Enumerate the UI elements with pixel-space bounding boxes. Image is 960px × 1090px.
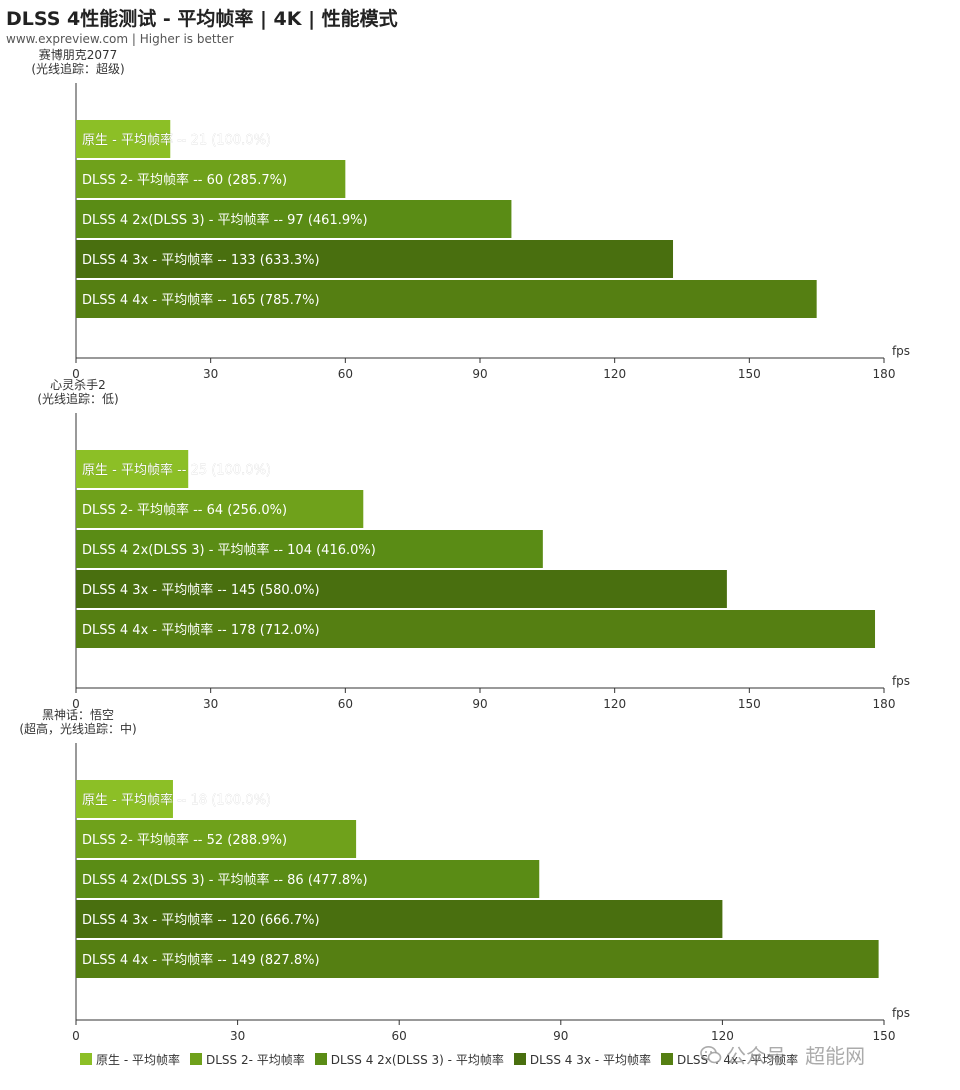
bar-label: 原生 - 平均帧率 -- 21 (100.0%) — [82, 132, 271, 148]
bar — [76, 900, 723, 938]
x-tick-label: 30 — [203, 367, 218, 381]
bar — [76, 240, 674, 278]
bar — [76, 530, 543, 568]
legend-swatch — [80, 1053, 92, 1065]
legend-item: DLSS 2- 平均帧率 — [189, 1051, 305, 1068]
bar-label: DLSS 4 3x - 平均帧率 -- 120 (666.7%) — [82, 912, 320, 928]
x-tick-label: 180 — [873, 367, 896, 381]
bar — [76, 490, 364, 528]
x-axis-label: fps — [892, 1006, 910, 1020]
x-tick-label: 120 — [603, 367, 626, 381]
bar-label: 原生 - 平均帧率 -- 25 (100.0%) — [82, 462, 271, 478]
x-tick-label: 120 — [603, 697, 626, 711]
legend-swatch — [660, 1053, 673, 1065]
x-tick-label: 90 — [472, 367, 487, 381]
bar-label: DLSS 4 2x(DLSS 3) - 平均帧率 -- 86 (477.8%) — [82, 872, 368, 888]
game-label: 黑神话：悟空 — [42, 707, 114, 722]
bar — [76, 200, 512, 238]
x-tick-label: 120 — [711, 1029, 734, 1043]
x-tick-label: 150 — [738, 697, 761, 711]
setting-label: (光线追踪：低) — [37, 391, 118, 406]
legend-label: DLSS 4 4x - 平均帧率 — [676, 1052, 799, 1067]
bar-label: DLSS 2- 平均帧率 -- 52 (288.9%) — [82, 832, 287, 848]
legend-label: DLSS 4 2x(DLSS 3) - 平均帧率 — [330, 1052, 504, 1067]
bar-label: DLSS 4 4x - 平均帧率 -- 178 (712.0%) — [82, 622, 320, 638]
legend-label: 原生 - 平均帧率 — [96, 1052, 180, 1067]
bar-label: DLSS 2- 平均帧率 -- 64 (256.0%) — [82, 502, 287, 518]
bar — [76, 450, 189, 488]
legend-item: DLSS 4 4x - 平均帧率 — [660, 1051, 799, 1068]
x-axis-label: fps — [892, 344, 910, 358]
x-axis-label: fps — [892, 674, 910, 688]
x-tick-label: 0 — [72, 1029, 80, 1043]
bar — [76, 610, 876, 648]
game-label: 赛博朋克2077 — [39, 47, 118, 62]
x-tick-label: 0 — [72, 697, 80, 711]
x-tick-label: 180 — [873, 697, 896, 711]
x-tick-label: 90 — [472, 697, 487, 711]
bar — [76, 160, 346, 198]
watermark: 公众号 · 超能网 — [700, 1040, 865, 1069]
legend-label: DLSS 4 3x - 平均帧率 — [529, 1052, 651, 1067]
game-label: 心灵杀手2 — [50, 377, 106, 392]
bar-label: 原生 - 平均帧率 -- 18 (100.0%) — [82, 792, 271, 808]
bar-label: DLSS 4 3x - 平均帧率 -- 133 (633.3%) — [82, 252, 320, 268]
x-tick-label: 60 — [338, 697, 353, 711]
x-tick-label: 60 — [392, 1029, 407, 1043]
bar — [76, 860, 540, 898]
bar — [76, 570, 727, 608]
x-tick-label: 0 — [72, 367, 80, 381]
chart-title: DLSS 4性能测试 - 平均帧率 | 4K | 性能模式 — [6, 8, 398, 30]
legend-swatch — [314, 1053, 327, 1065]
bar — [76, 120, 171, 158]
x-tick-label: 150 — [873, 1029, 896, 1043]
legend-item: 原生 - 平均帧率 — [80, 1051, 180, 1068]
bar — [76, 280, 817, 318]
legend-item: DLSS 4 2x(DLSS 3) - 平均帧率 — [314, 1051, 504, 1068]
bar-label: DLSS 4 4x - 平均帧率 -- 149 (827.8%) — [82, 952, 320, 968]
x-tick-label: 30 — [230, 1029, 245, 1043]
watermark-text: 公众号 · 超能网 — [726, 1044, 866, 1068]
bar-label: DLSS 4 2x(DLSS 3) - 平均帧率 -- 97 (461.9%) — [82, 212, 368, 228]
bar-label: DLSS 4 3x - 平均帧率 -- 145 (580.0%) — [82, 582, 320, 598]
chart-subtitle: www.expreview.com | Higher is better — [6, 32, 234, 46]
setting-label: (光线追踪：超级) — [31, 61, 124, 76]
legend-label: DLSS 2- 平均帧率 — [205, 1052, 305, 1067]
setting-label: (超高，光线追踪：中) — [19, 721, 136, 736]
legend-item: DLSS 4 3x - 平均帧率 — [513, 1051, 651, 1068]
bar-label: DLSS 4 4x - 平均帧率 -- 165 (785.7%) — [82, 292, 320, 308]
wechat-icon — [700, 1045, 722, 1063]
bar-label: DLSS 4 2x(DLSS 3) - 平均帧率 -- 104 (416.0%) — [82, 542, 376, 558]
x-tick-label: 30 — [203, 697, 218, 711]
legend-swatch — [513, 1053, 526, 1065]
bar-label: DLSS 2- 平均帧率 -- 60 (285.7%) — [82, 172, 287, 188]
legend: 原生 - 平均帧率 DLSS 2- 平均帧率 DLSS 4 2x(DLSS 3)… — [80, 1050, 798, 1068]
bar — [76, 940, 879, 978]
bar — [76, 780, 173, 818]
x-tick-label: 90 — [553, 1029, 568, 1043]
x-tick-label: 150 — [738, 367, 761, 381]
legend-swatch — [189, 1053, 202, 1065]
x-tick-label: 60 — [338, 367, 353, 381]
bar — [76, 820, 357, 858]
